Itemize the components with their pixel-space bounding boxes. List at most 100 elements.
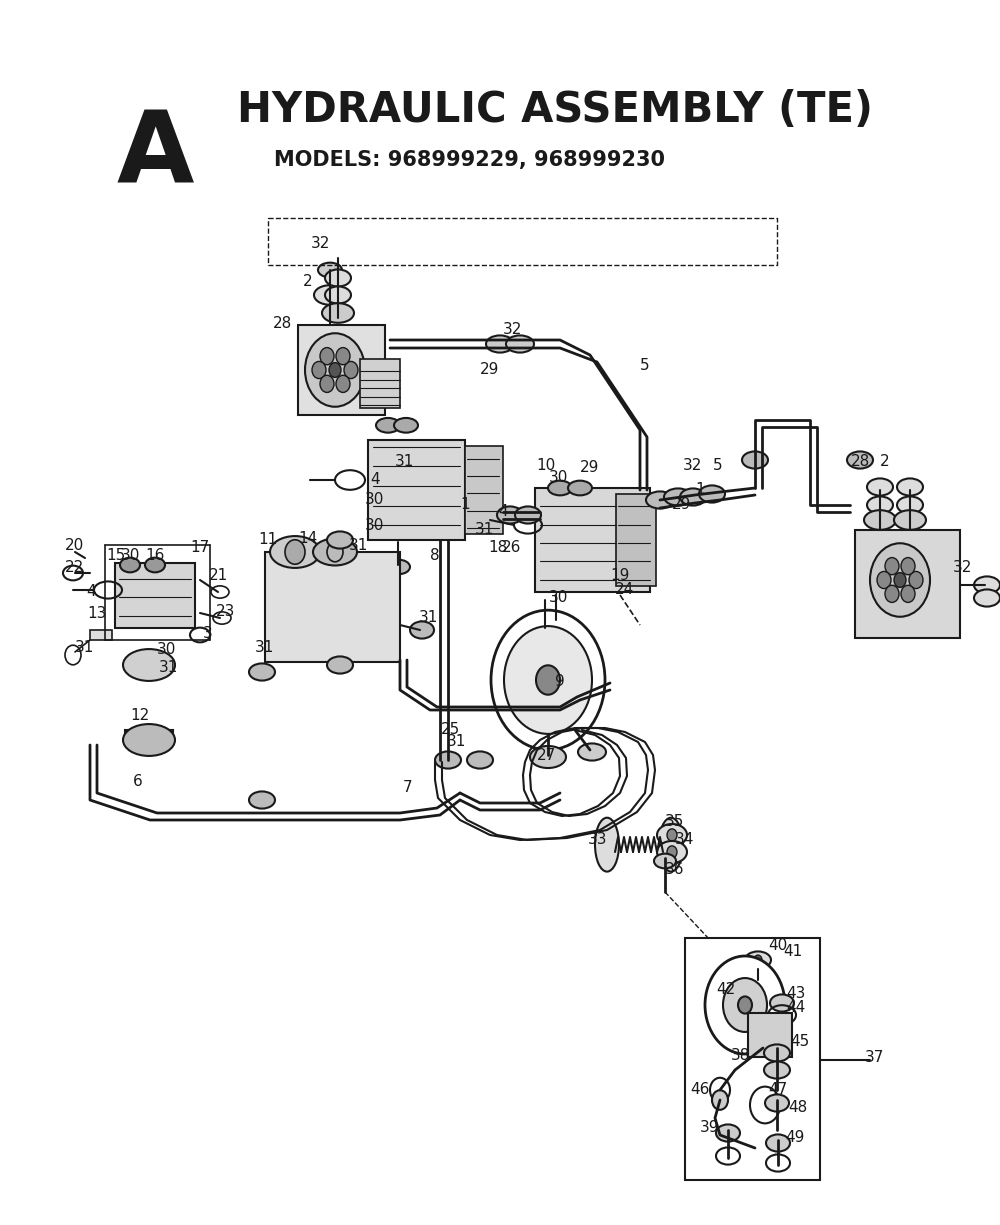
Ellipse shape [386, 560, 410, 575]
Ellipse shape [578, 744, 606, 761]
Circle shape [336, 348, 350, 365]
Ellipse shape [506, 336, 534, 353]
Ellipse shape [544, 611, 568, 628]
Circle shape [344, 361, 358, 379]
Text: 31: 31 [348, 538, 368, 552]
Text: 27: 27 [536, 747, 556, 762]
Ellipse shape [120, 557, 140, 572]
Bar [465, 446, 503, 534]
Ellipse shape [533, 620, 557, 637]
Ellipse shape [765, 1094, 789, 1111]
Text: 28: 28 [850, 454, 870, 469]
Circle shape [667, 829, 677, 842]
Text: A: A [116, 107, 194, 203]
Text: 29: 29 [672, 497, 692, 512]
Circle shape [710, 1078, 730, 1102]
Text: 46: 46 [690, 1083, 710, 1098]
Circle shape [705, 956, 785, 1054]
Ellipse shape [249, 664, 275, 681]
Text: 37: 37 [865, 1050, 885, 1065]
Ellipse shape [867, 479, 893, 496]
Ellipse shape [394, 418, 418, 432]
Text: 8: 8 [430, 548, 440, 562]
Circle shape [320, 375, 334, 392]
Circle shape [285, 540, 305, 565]
Bar [125, 730, 173, 740]
Text: 5: 5 [713, 457, 723, 473]
Circle shape [320, 348, 334, 365]
Circle shape [901, 557, 915, 575]
Ellipse shape [325, 287, 351, 304]
Circle shape [667, 846, 677, 859]
Ellipse shape [313, 539, 357, 566]
Ellipse shape [646, 491, 674, 508]
Ellipse shape [974, 577, 1000, 594]
Text: 25: 25 [440, 723, 460, 737]
Text: 35: 35 [665, 815, 685, 829]
Text: 9: 9 [555, 675, 565, 690]
Ellipse shape [322, 304, 354, 323]
Ellipse shape [123, 649, 175, 681]
Ellipse shape [123, 724, 175, 756]
Text: 31: 31 [255, 641, 275, 655]
Ellipse shape [894, 510, 926, 529]
Bar [90, 630, 112, 639]
Text: 18: 18 [488, 540, 508, 555]
Text: 45: 45 [790, 1034, 810, 1050]
Ellipse shape [515, 506, 541, 523]
Text: 48: 48 [788, 1100, 808, 1116]
Circle shape [329, 363, 341, 377]
Ellipse shape [325, 270, 351, 287]
Text: 12: 12 [130, 708, 150, 723]
Text: 32: 32 [683, 457, 703, 473]
Text: 31: 31 [158, 660, 178, 675]
Text: 30: 30 [157, 642, 177, 658]
Text: 31: 31 [474, 523, 494, 538]
Text: HYDRAULIC ASSEMBLY (TE): HYDRAULIC ASSEMBLY (TE) [237, 89, 873, 131]
Circle shape [877, 571, 891, 588]
Bar [368, 440, 465, 540]
Text: 39: 39 [700, 1121, 720, 1136]
Ellipse shape [318, 262, 342, 277]
Text: 31: 31 [447, 735, 467, 750]
Bar [748, 1013, 792, 1057]
Text: 19: 19 [610, 567, 630, 583]
Ellipse shape [270, 537, 320, 568]
Ellipse shape [530, 746, 566, 768]
Circle shape [336, 375, 350, 392]
Circle shape [312, 361, 326, 379]
Circle shape [901, 586, 915, 603]
Text: 1: 1 [695, 483, 705, 497]
Text: 1: 1 [460, 497, 470, 512]
Ellipse shape [770, 995, 794, 1012]
Circle shape [491, 610, 605, 750]
Text: 3: 3 [203, 626, 213, 641]
Text: 43: 43 [786, 985, 806, 1001]
Ellipse shape [897, 479, 923, 496]
Bar [855, 530, 960, 638]
Text: 30: 30 [365, 517, 385, 533]
Text: 44: 44 [786, 1000, 806, 1014]
Ellipse shape [327, 657, 353, 674]
Text: 20: 20 [65, 538, 85, 552]
Ellipse shape [867, 496, 893, 513]
Text: 2: 2 [880, 454, 890, 469]
Text: MODELS: 968999229, 968999230: MODELS: 968999229, 968999230 [274, 149, 666, 170]
Text: 7: 7 [403, 779, 413, 795]
Ellipse shape [974, 589, 1000, 606]
Text: 6: 6 [133, 774, 143, 789]
Circle shape [65, 646, 81, 665]
Bar [360, 359, 400, 408]
Text: 31: 31 [418, 610, 438, 626]
Circle shape [909, 571, 923, 588]
Ellipse shape [847, 452, 873, 469]
Text: 38: 38 [731, 1047, 751, 1062]
Text: 32: 32 [310, 235, 330, 250]
Text: 34: 34 [675, 833, 695, 848]
Circle shape [894, 572, 906, 587]
Ellipse shape [145, 557, 165, 572]
Ellipse shape [568, 480, 592, 495]
Ellipse shape [742, 452, 768, 469]
Text: 32: 32 [502, 322, 522, 338]
Ellipse shape [327, 532, 353, 549]
